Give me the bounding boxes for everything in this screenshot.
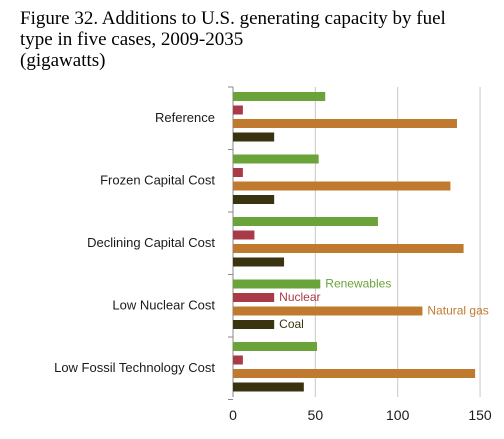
series-label-renewables: Renewables: [325, 277, 391, 291]
category-label-1: Frozen Capital Cost: [100, 173, 215, 188]
bar-nuclear-0: [233, 106, 243, 115]
bar-natural-gas-2: [233, 244, 464, 253]
bar-nuclear-1: [233, 168, 243, 177]
bar-natural-gas-1: [233, 182, 450, 191]
bar-nuclear-4: [233, 356, 243, 365]
category-label-4: Low Fossil Technology Cost: [54, 360, 215, 375]
bar-coal-0: [233, 133, 274, 142]
bar-coal-3: [233, 320, 274, 329]
bar-renewables-4: [233, 342, 317, 351]
x-tick-label-100: 100: [386, 407, 410, 423]
bar-renewables-3: [233, 280, 320, 289]
category-label-0: Reference: [155, 110, 215, 125]
x-tick-label-50: 50: [308, 407, 324, 423]
bar-renewables-0: [233, 92, 325, 101]
bar-natural-gas-4: [233, 369, 475, 378]
series-label-coal: Coal: [279, 317, 304, 331]
x-tick-label-150: 150: [468, 407, 492, 423]
bar-renewables-2: [233, 217, 378, 226]
bar-coal-4: [233, 383, 304, 392]
bar-renewables-1: [233, 155, 319, 164]
series-label-nuclear: Nuclear: [279, 290, 320, 304]
bar-coal-2: [233, 258, 284, 267]
bar-nuclear-3: [233, 293, 274, 302]
bar-nuclear-2: [233, 231, 254, 240]
series-label-natural-gas: Natural gas: [427, 304, 488, 318]
bar-coal-1: [233, 195, 274, 204]
category-label-2: Declining Capital Cost: [87, 235, 215, 250]
bar-natural-gas-3: [233, 307, 422, 316]
x-tick-label-0: 0: [229, 407, 237, 423]
category-label-3: Low Nuclear Cost: [112, 298, 215, 313]
bar-natural-gas-0: [233, 119, 457, 128]
